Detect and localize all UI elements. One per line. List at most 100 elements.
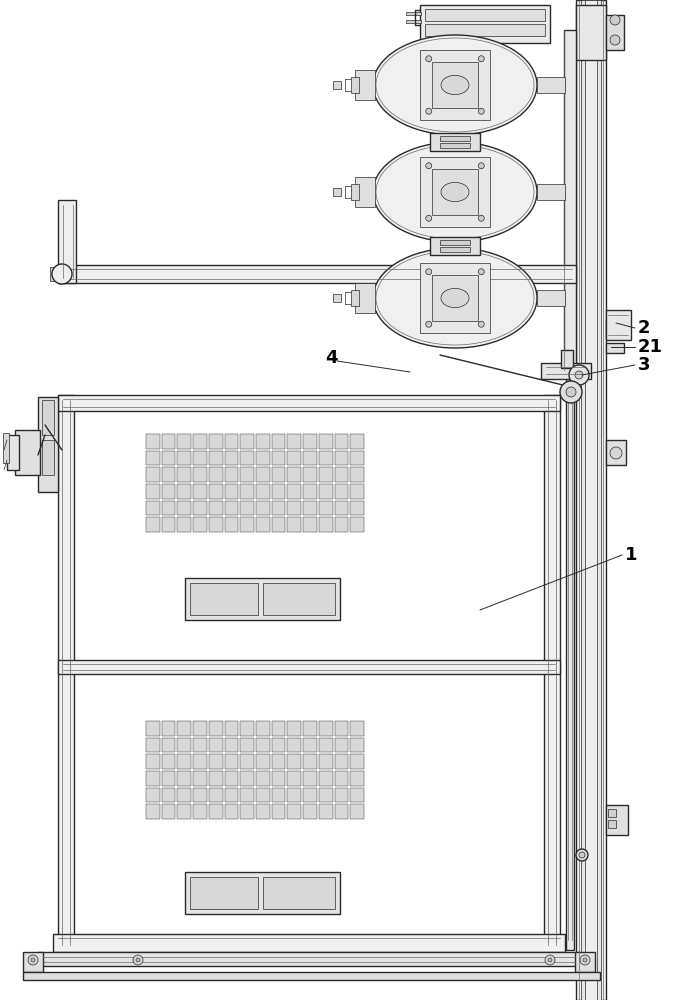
Bar xyxy=(608,324,616,329)
Bar xyxy=(272,804,285,819)
Bar xyxy=(256,754,270,769)
Bar xyxy=(178,501,191,515)
Bar xyxy=(58,660,560,674)
Circle shape xyxy=(580,955,590,965)
Bar xyxy=(303,484,317,499)
Bar xyxy=(193,721,207,736)
Bar xyxy=(608,809,616,817)
Bar xyxy=(240,771,254,786)
Bar xyxy=(162,771,176,786)
Bar xyxy=(420,5,550,43)
Bar xyxy=(240,434,254,449)
Bar xyxy=(224,804,238,819)
Circle shape xyxy=(575,371,583,379)
Bar xyxy=(319,434,333,449)
Bar xyxy=(319,451,333,465)
Bar xyxy=(256,451,270,465)
Bar xyxy=(58,265,576,283)
Bar xyxy=(406,12,421,15)
Bar xyxy=(351,788,364,802)
Bar xyxy=(272,754,285,769)
Bar xyxy=(240,804,254,819)
Bar xyxy=(319,501,333,515)
Bar xyxy=(351,804,364,819)
Bar xyxy=(162,484,176,499)
Bar xyxy=(193,434,207,449)
Bar xyxy=(224,771,238,786)
Bar xyxy=(606,15,624,50)
Bar xyxy=(287,501,301,515)
Circle shape xyxy=(478,215,484,221)
Bar xyxy=(162,804,176,819)
Bar xyxy=(581,0,601,1000)
Bar xyxy=(240,451,254,465)
Bar xyxy=(355,177,375,207)
Bar xyxy=(319,517,333,532)
Bar xyxy=(351,467,364,482)
Bar xyxy=(240,484,254,499)
Bar xyxy=(209,754,222,769)
Bar xyxy=(38,397,58,492)
Bar xyxy=(287,721,301,736)
Bar xyxy=(209,771,222,786)
Bar xyxy=(146,467,160,482)
Bar xyxy=(272,517,285,532)
Bar xyxy=(606,310,631,340)
Bar xyxy=(23,952,43,972)
Bar xyxy=(440,247,470,252)
Bar xyxy=(303,754,317,769)
Bar xyxy=(319,771,333,786)
Bar xyxy=(335,788,348,802)
Bar xyxy=(146,771,160,786)
Bar xyxy=(420,263,490,333)
Bar xyxy=(432,169,477,215)
Bar xyxy=(146,517,160,532)
Bar xyxy=(42,440,54,475)
Circle shape xyxy=(610,35,620,45)
Bar xyxy=(335,484,348,499)
Bar xyxy=(162,721,176,736)
Bar xyxy=(351,484,364,499)
Circle shape xyxy=(28,955,38,965)
Bar xyxy=(272,484,285,499)
Bar xyxy=(190,583,258,615)
Bar xyxy=(351,501,364,515)
Bar xyxy=(272,501,285,515)
Bar xyxy=(544,395,560,950)
Bar xyxy=(240,754,254,769)
Bar xyxy=(224,501,238,515)
Bar xyxy=(209,517,222,532)
Bar xyxy=(209,738,222,752)
Circle shape xyxy=(478,269,484,275)
Bar xyxy=(193,517,207,532)
Bar xyxy=(575,952,595,972)
Bar xyxy=(440,240,470,245)
Bar xyxy=(193,451,207,465)
Text: 21: 21 xyxy=(638,338,663,356)
Bar xyxy=(303,771,317,786)
Bar xyxy=(406,20,421,23)
Circle shape xyxy=(426,56,431,62)
Bar xyxy=(287,738,301,752)
Text: 4: 4 xyxy=(325,349,338,367)
Bar xyxy=(333,81,341,89)
Bar xyxy=(319,738,333,752)
Bar xyxy=(287,804,301,819)
Bar xyxy=(58,200,76,283)
Bar xyxy=(185,578,340,620)
Circle shape xyxy=(426,163,431,169)
Bar xyxy=(335,467,348,482)
Bar xyxy=(287,467,301,482)
Bar xyxy=(256,788,270,802)
Bar xyxy=(319,484,333,499)
Bar xyxy=(256,738,270,752)
Bar xyxy=(224,721,238,736)
Bar xyxy=(351,290,359,306)
Bar xyxy=(272,467,285,482)
Bar xyxy=(256,721,270,736)
Circle shape xyxy=(478,163,484,169)
Bar xyxy=(146,484,160,499)
Ellipse shape xyxy=(52,264,72,284)
Bar xyxy=(561,350,573,368)
Bar xyxy=(162,467,176,482)
